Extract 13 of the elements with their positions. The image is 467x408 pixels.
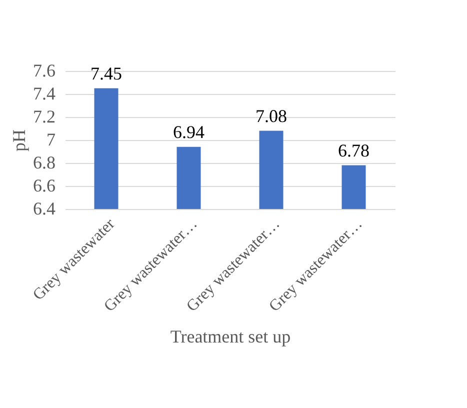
y-tick-label: 7.4 — [33, 84, 56, 104]
y-tick-label: 6.8 — [33, 152, 56, 172]
data-label: 7.08 — [256, 106, 287, 126]
x-axis-title: Treatment set up — [170, 326, 291, 346]
data-label: 6.78 — [338, 140, 370, 160]
y-tick-label: 7 — [46, 130, 56, 150]
y-axis-title: pH — [9, 130, 29, 152]
data-label: 7.45 — [90, 63, 122, 84]
y-tick-label: 6.6 — [33, 176, 56, 196]
y-tick-label: 6.4 — [33, 198, 56, 218]
y-tick-label: 7.2 — [33, 106, 56, 126]
data-label: 6.94 — [173, 122, 204, 142]
y-tick-label: 7.6 — [33, 60, 56, 80]
